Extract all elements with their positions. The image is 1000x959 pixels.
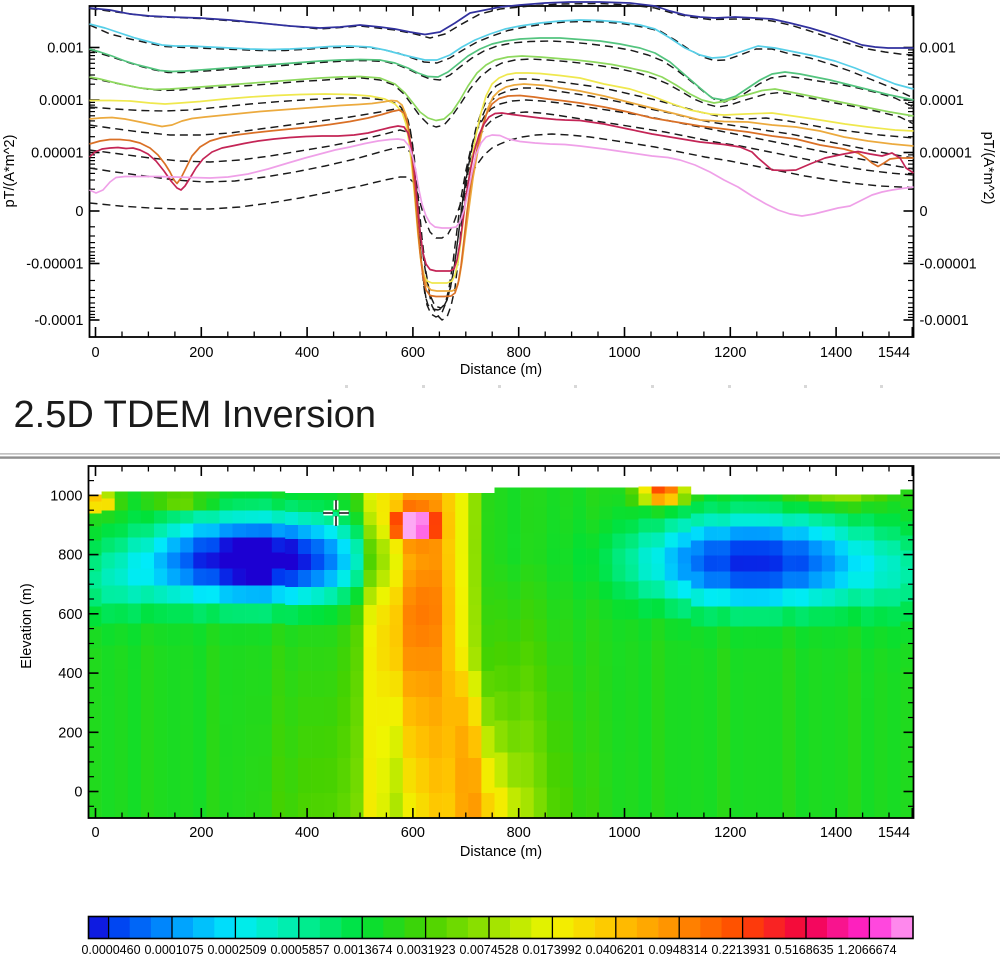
svg-text:0.0000460: 0.0000460 (81, 943, 140, 957)
svg-text:0.0031923: 0.0031923 (396, 943, 455, 957)
svg-text:200: 200 (189, 825, 213, 841)
svg-text:600: 600 (401, 345, 425, 361)
svg-text:0.0001: 0.0001 (920, 93, 964, 109)
svg-text:800: 800 (507, 345, 531, 361)
svg-text:0: 0 (920, 204, 928, 220)
svg-text:200: 200 (58, 725, 82, 741)
svg-text:0: 0 (91, 345, 99, 361)
svg-text:0.0406201: 0.0406201 (585, 943, 644, 957)
svg-text:0.5168635: 0.5168635 (774, 943, 833, 957)
svg-text:0: 0 (75, 204, 83, 220)
svg-text:1.2066674: 1.2066674 (837, 943, 896, 957)
svg-text:0.00001: 0.00001 (31, 146, 83, 162)
svg-text:-0.0001: -0.0001 (34, 313, 83, 329)
svg-text:400: 400 (58, 666, 82, 682)
svg-text:-0.00001: -0.00001 (26, 257, 83, 273)
svg-text:Distance (m): Distance (m) (460, 844, 542, 860)
svg-text:-0.0001: -0.0001 (920, 313, 969, 329)
svg-text:800: 800 (58, 548, 82, 564)
svg-text:200: 200 (189, 345, 213, 361)
svg-text:0.00001: 0.00001 (920, 146, 972, 162)
svg-text:Distance (m): Distance (m) (460, 362, 542, 378)
svg-text:0.0948314: 0.0948314 (648, 943, 707, 957)
svg-text:1000: 1000 (50, 488, 82, 504)
svg-text:Elevation (m): Elevation (m) (19, 583, 35, 668)
svg-text:1200: 1200 (714, 825, 746, 841)
svg-text:1000: 1000 (608, 825, 640, 841)
svg-text:0: 0 (91, 825, 99, 841)
svg-text:400: 400 (295, 345, 319, 361)
svg-text:pT/(A*m^2): pT/(A*m^2) (2, 135, 18, 208)
svg-text:1200: 1200 (714, 345, 746, 361)
svg-text:0.0173992: 0.0173992 (522, 943, 581, 957)
svg-text:1000: 1000 (608, 345, 640, 361)
svg-text:0.001: 0.001 (920, 41, 956, 57)
svg-text:0.0001: 0.0001 (39, 93, 83, 109)
svg-text:-0.00001: -0.00001 (920, 257, 977, 273)
svg-text:1400: 1400 (820, 345, 852, 361)
svg-text:0.2213931: 0.2213931 (711, 943, 770, 957)
svg-text:0: 0 (74, 785, 82, 801)
svg-text:0.0002509: 0.0002509 (207, 943, 266, 957)
svg-text:0.0013674: 0.0013674 (333, 943, 392, 957)
svg-text:0.001: 0.001 (47, 41, 83, 57)
svg-text:800: 800 (507, 825, 531, 841)
svg-text:1400: 1400 (820, 825, 852, 841)
svg-text:1544: 1544 (878, 345, 910, 361)
svg-text:1544: 1544 (878, 825, 910, 841)
svg-text:400: 400 (295, 825, 319, 841)
svg-text:0.0005857: 0.0005857 (270, 943, 329, 957)
svg-text:pT/(A*m^2): pT/(A*m^2) (980, 132, 996, 205)
svg-text:2.5D TDEM Inversion: 2.5D TDEM Inversion (14, 394, 377, 436)
svg-text:0.0001075: 0.0001075 (144, 943, 203, 957)
svg-text:600: 600 (401, 825, 425, 841)
svg-text:0.0074528: 0.0074528 (459, 943, 518, 957)
svg-text:600: 600 (58, 607, 82, 623)
